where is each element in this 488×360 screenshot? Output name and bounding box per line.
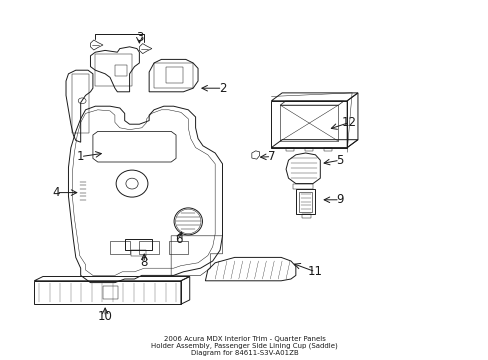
Text: 7: 7 bbox=[267, 150, 275, 163]
Text: 2: 2 bbox=[218, 82, 226, 95]
Text: 12: 12 bbox=[342, 116, 356, 129]
Text: 11: 11 bbox=[307, 265, 322, 278]
Text: 2006 Acura MDX Interior Trim - Quarter Panels
Holder Assembly, Passenger Side Li: 2006 Acura MDX Interior Trim - Quarter P… bbox=[151, 336, 337, 356]
Text: 1: 1 bbox=[77, 150, 84, 163]
Text: 10: 10 bbox=[98, 310, 112, 323]
Text: 4: 4 bbox=[52, 186, 60, 199]
Text: 8: 8 bbox=[140, 256, 148, 269]
Text: 9: 9 bbox=[335, 193, 343, 206]
Text: 5: 5 bbox=[335, 154, 343, 167]
Text: 3: 3 bbox=[135, 31, 143, 44]
Text: 6: 6 bbox=[174, 233, 182, 246]
